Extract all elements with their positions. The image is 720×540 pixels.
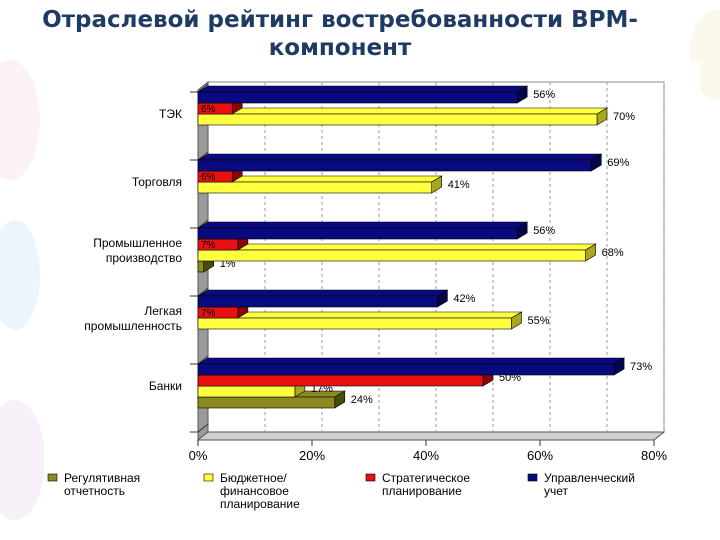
x-tick-label: 60%	[527, 448, 553, 463]
category-label: Торговля	[132, 175, 182, 189]
legend-label: финансовое	[220, 484, 289, 498]
bar	[197, 295, 438, 308]
legend-swatch	[527, 473, 538, 482]
legend-label: учет	[544, 484, 569, 498]
data-label: 41%	[448, 179, 470, 191]
bar	[197, 260, 204, 273]
category-label: Промышленное	[93, 236, 182, 250]
category-label: производство	[106, 251, 182, 265]
bar	[197, 181, 432, 194]
legend-swatch	[203, 473, 214, 482]
data-label: 56%	[533, 89, 555, 101]
bar	[197, 396, 336, 409]
background-decoration	[0, 220, 40, 330]
legend-label: Стратегическое	[382, 471, 470, 485]
x-tick-label: 80%	[641, 448, 667, 463]
page-title-line1: Отраслевой рейтинг востребованности BPM-	[42, 7, 638, 33]
background-decoration	[0, 60, 40, 180]
bar	[197, 317, 512, 330]
bar	[197, 227, 518, 240]
legend-label: планирование	[382, 484, 462, 498]
legend-label: Регулятивная	[64, 471, 140, 485]
data-label: 42%	[453, 293, 475, 305]
x-tick-label: 0%	[189, 448, 208, 463]
legend-swatch	[365, 473, 376, 482]
group-separator	[197, 423, 209, 433]
bar-top	[196, 221, 529, 229]
data-label: 73%	[630, 361, 652, 373]
data-label: 69%	[607, 157, 629, 169]
data-label: 56%	[533, 225, 555, 237]
legend-label: отчетность	[64, 484, 125, 498]
chart-panel: 0% 20% 40% 60% 80% ТЭК Торговля Промышленное про…	[44, 62, 700, 532]
bar	[197, 113, 598, 126]
category-label: Легкая	[144, 304, 182, 318]
data-label: 68%	[602, 247, 624, 259]
bar-top	[196, 243, 597, 251]
data-label: 55%	[528, 315, 550, 327]
bar-top	[196, 153, 603, 161]
category-label: промышленность	[84, 319, 182, 333]
page-title: Отраслевой рейтинг востребованности BPM-…	[20, 6, 660, 62]
data-label: 70%	[613, 111, 635, 123]
bar	[197, 249, 586, 262]
legend-label: планирование	[220, 497, 300, 511]
chart-floor	[196, 431, 666, 441]
bar	[197, 385, 296, 398]
data-label: 6%	[201, 104, 216, 115]
legend-label: Бюджетное/	[220, 471, 287, 485]
data-label: 7%	[201, 308, 216, 319]
bar-top	[196, 289, 449, 297]
x-tick-label: 40%	[413, 448, 439, 463]
bar	[197, 363, 615, 376]
background-decoration	[0, 400, 45, 520]
data-label: 7%	[201, 240, 216, 251]
data-label: 24%	[351, 394, 373, 406]
legend-label: Управленческий	[544, 471, 635, 485]
page-title-line2: компонент	[268, 35, 412, 61]
bar	[197, 91, 518, 104]
bar-top	[196, 107, 609, 115]
x-tick-label: 20%	[299, 448, 325, 463]
bar-top	[196, 85, 529, 93]
bar	[197, 374, 484, 387]
category-label: Банки	[149, 379, 182, 393]
legend-swatch	[47, 473, 58, 482]
bar	[197, 159, 592, 172]
category-label: ТЭК	[159, 107, 182, 121]
bar-chart: 0% 20% 40% 60% 80%ТЭКТорговляПромышленноепро…	[47, 80, 667, 511]
data-label: 6%	[201, 172, 216, 183]
bar-top	[196, 357, 626, 365]
